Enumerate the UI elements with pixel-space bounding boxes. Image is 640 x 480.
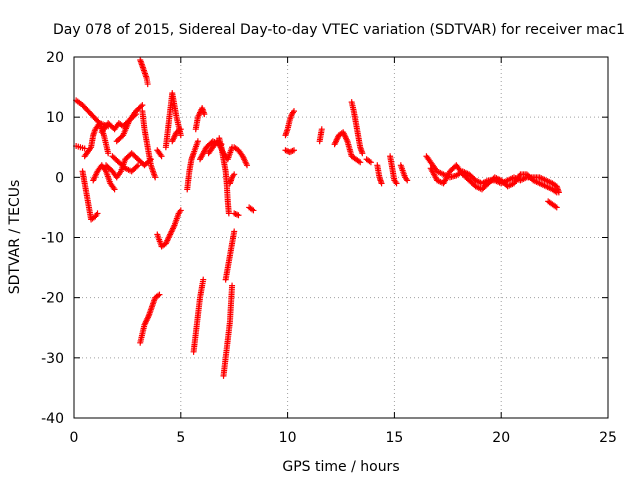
y-tick-label: 20 [46, 50, 64, 66]
data-point [177, 207, 184, 214]
y-tick-label: -40 [41, 411, 64, 427]
x-tick-label: 0 [70, 430, 79, 446]
data-point [229, 282, 236, 289]
data-point [232, 211, 239, 218]
data-point [289, 147, 296, 154]
data-point [138, 103, 145, 110]
data-point [250, 207, 257, 214]
data-point [288, 148, 295, 155]
data-point [225, 210, 232, 217]
chart-title: Day 078 of 2015, Sidereal Day-to-day VTE… [53, 22, 625, 38]
data-point [291, 108, 298, 115]
data-point [81, 145, 88, 152]
data-point [231, 228, 238, 235]
data-point [244, 162, 251, 169]
data-point [177, 126, 184, 133]
data-point [177, 132, 184, 139]
data-point [135, 162, 142, 169]
data-point [367, 159, 374, 166]
x-tick-label: 25 [599, 430, 617, 446]
data-points-layer [73, 57, 562, 379]
y-tick-label: 0 [55, 170, 64, 186]
data-point [94, 210, 101, 217]
data-point [132, 111, 139, 118]
y-tick-label: -20 [41, 291, 64, 307]
data-point [144, 81, 151, 88]
data-point [133, 163, 140, 170]
data-point [200, 276, 207, 283]
data-point [131, 112, 138, 119]
data-point [378, 180, 385, 187]
data-point [152, 174, 159, 181]
x-tick-label: 10 [279, 430, 297, 446]
x-tick-label: 5 [176, 430, 185, 446]
data-point [231, 171, 238, 178]
data-point [201, 111, 208, 118]
data-point [158, 153, 165, 160]
data-point [357, 159, 364, 166]
data-point [283, 147, 290, 154]
x-tick-label: 20 [492, 430, 510, 446]
data-point [393, 180, 400, 187]
y-tick-label: -10 [41, 231, 64, 247]
y-tick-label: -30 [41, 351, 64, 367]
data-point [318, 126, 325, 133]
data-point [234, 211, 241, 218]
x-axis-label: GPS time / hours [282, 459, 399, 475]
data-point [194, 138, 201, 145]
data-point [291, 147, 298, 154]
axis-ticks-layer [73, 56, 609, 419]
data-point [105, 150, 112, 157]
grid-layer [74, 57, 608, 418]
data-point [404, 177, 411, 184]
data-point [553, 204, 560, 211]
data-point [553, 189, 560, 196]
y-tick-label: 10 [46, 110, 64, 126]
x-tick-label: 15 [385, 430, 403, 446]
tick-labels-layer: 0 5 10 15 20 25 -40 -30 -20 -10 0 10 20 [41, 50, 617, 446]
data-point [111, 186, 118, 193]
data-point [139, 102, 146, 109]
y-axis-label: SDTVAR / TECUs [7, 180, 23, 295]
data-point [156, 291, 163, 298]
data-point [359, 150, 366, 157]
data-point [235, 212, 242, 219]
